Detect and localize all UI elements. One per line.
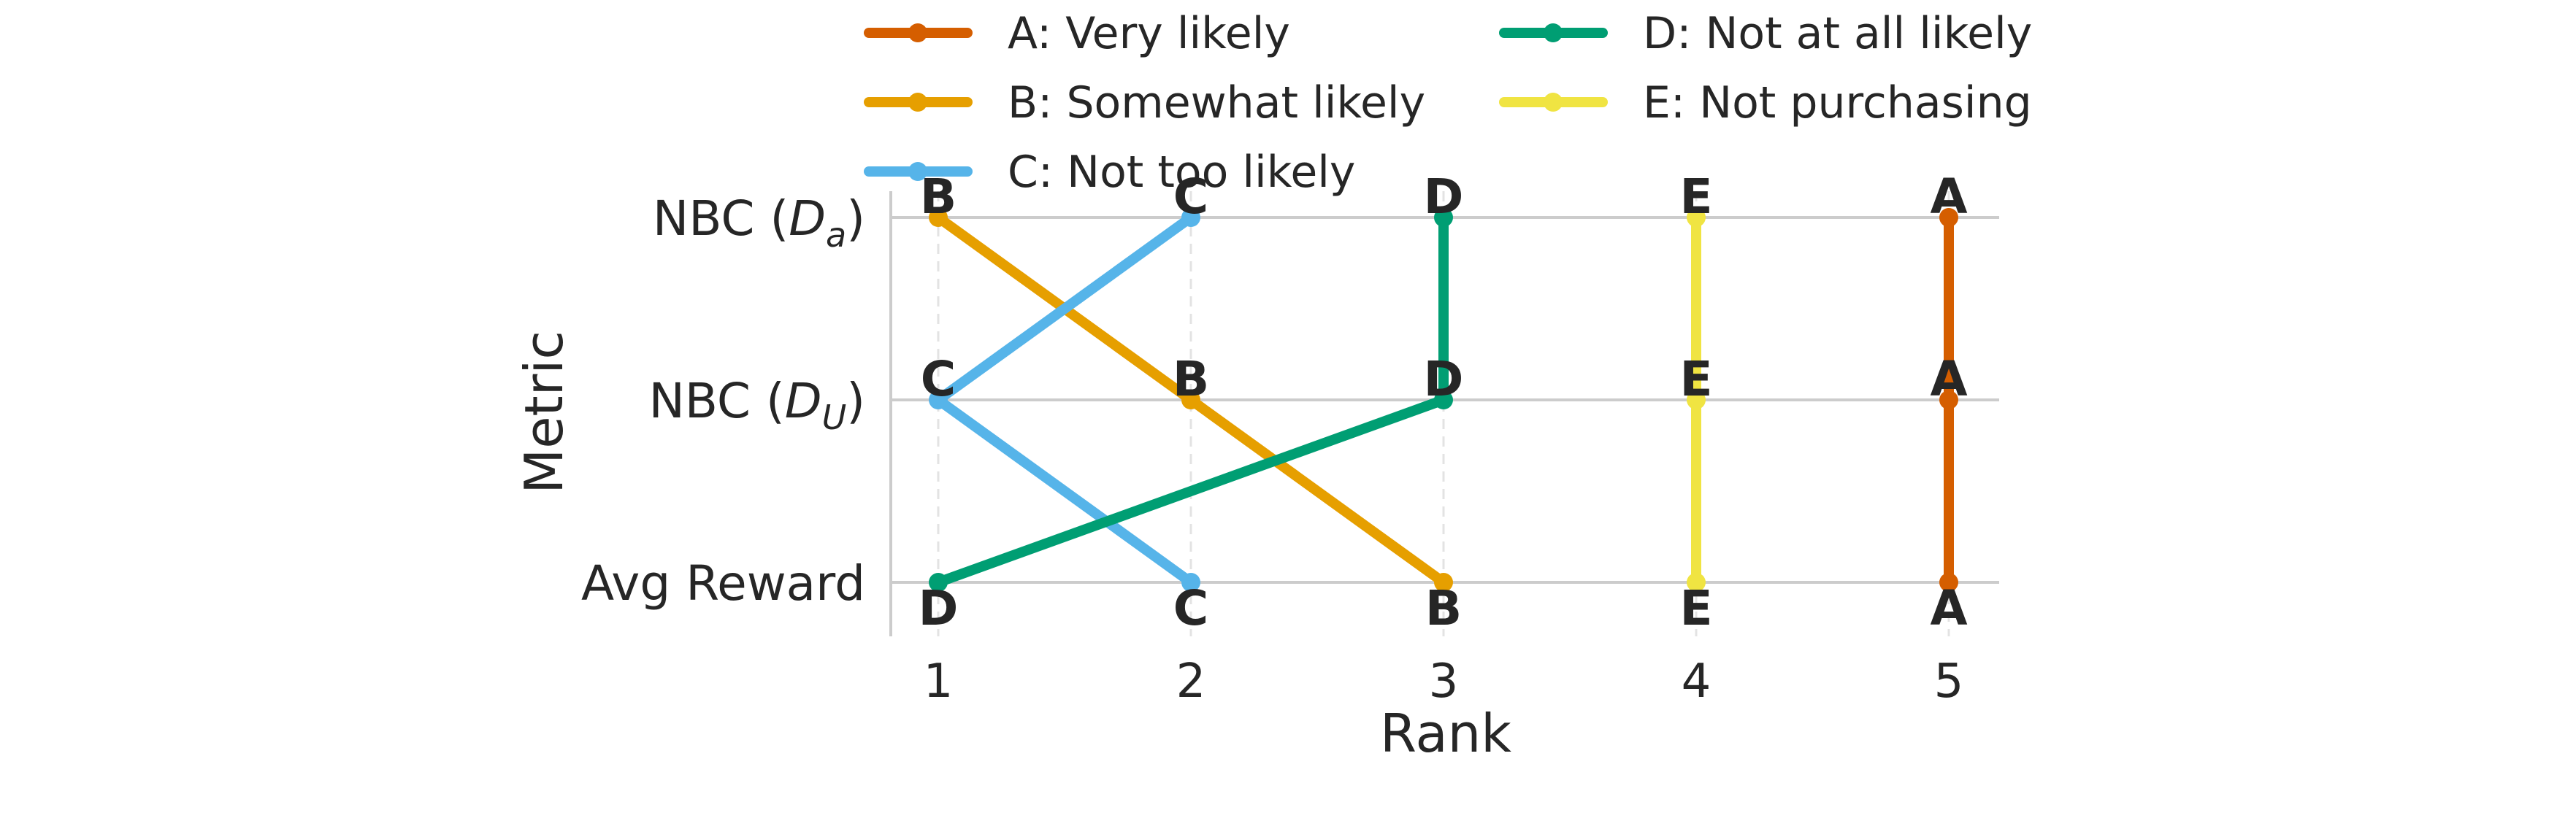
legend-item-D: D: Not at all likely [1499,8,2032,59]
legend-label-C: C: Not too likely [1008,147,1355,198]
legend-swatch-marker-E [1544,93,1563,112]
point-label-B-2: B [920,169,957,225]
marker-C-1 [929,390,948,409]
legend-item-A: A: Very likely [864,8,1290,59]
x-tick-labels: 1 2 3 4 5 [924,655,1964,709]
y-tick-label-1: NBC (DU) [648,373,865,437]
marker-A-1 [1939,390,1958,409]
point-labels: A A A B B B C C C D D D E E E [919,169,1968,636]
x-tick-label-3: 3 [1429,655,1459,709]
legend-item-B: B: Somewhat likely [864,77,1425,128]
y-tick-label-2: NBC (Da) [653,190,865,255]
point-label-A-0: A [1930,580,1967,636]
legend-item-E: E: Not purchasing [1499,77,2032,128]
legend-label-B: B: Somewhat likely [1008,77,1425,128]
legend-label-E: E: Not purchasing [1643,77,2032,128]
x-tick-label-5: 5 [1934,655,1964,709]
point-label-C-0: C [1173,580,1208,636]
point-label-D-1: D [1424,351,1464,407]
y-tick-labels: Avg Reward NBC (DU) NBC (Da) [581,190,865,612]
legend-swatch-marker-C [908,162,927,181]
x-axis-title: Rank [1380,703,1511,764]
marker-A-0 [1939,573,1958,592]
point-label-E-0: E [1679,580,1712,636]
legend-swatch-marker-D [1544,23,1563,42]
marker-C-0 [1181,573,1200,592]
y-tick-label-0: Avg Reward [581,555,865,612]
point-label-A-1: A [1930,351,1967,407]
point-label-B-0: B [1425,580,1462,636]
series-D [929,208,1453,592]
legend-swatch-marker-B [908,93,927,112]
x-tick-label-4: 4 [1682,655,1711,709]
marker-E-0 [1687,573,1706,592]
point-label-D-0: D [919,580,959,636]
point-label-E-2: E [1679,169,1712,225]
series-B [929,208,1453,592]
legend-label-D: D: Not at all likely [1643,8,2032,59]
series-lines [929,208,1958,592]
x-tick-label-1: 1 [924,655,954,709]
marker-B-2 [929,208,948,227]
marker-D-0 [929,573,948,592]
marker-B-0 [1434,573,1453,592]
point-label-A-2: A [1930,169,1967,225]
marker-E-2 [1687,208,1706,227]
y-axis-title: Metric [513,331,575,494]
point-label-D-2: D [1424,169,1464,225]
x-tick-label-2: 2 [1176,655,1206,709]
marker-C-2 [1181,208,1200,227]
legend-item-C: C: Not too likely [864,147,1355,198]
marker-D-1 [1434,390,1453,409]
marker-A-2 [1939,208,1958,227]
point-label-B-1: B [1173,351,1209,407]
legend: A: Very likely B: Somewhat likely C: Not t… [864,8,2032,198]
point-label-C-1: C [921,351,956,407]
marker-E-1 [1687,390,1706,409]
point-label-E-1: E [1679,351,1712,407]
marker-B-1 [1181,390,1200,409]
series-E [1687,208,1706,592]
legend-swatch-marker-A [908,23,927,42]
legend-label-A: A: Very likely [1008,8,1290,59]
point-label-C-2: C [1173,169,1208,225]
series-A [1939,208,1958,592]
marker-D-2 [1434,208,1453,227]
